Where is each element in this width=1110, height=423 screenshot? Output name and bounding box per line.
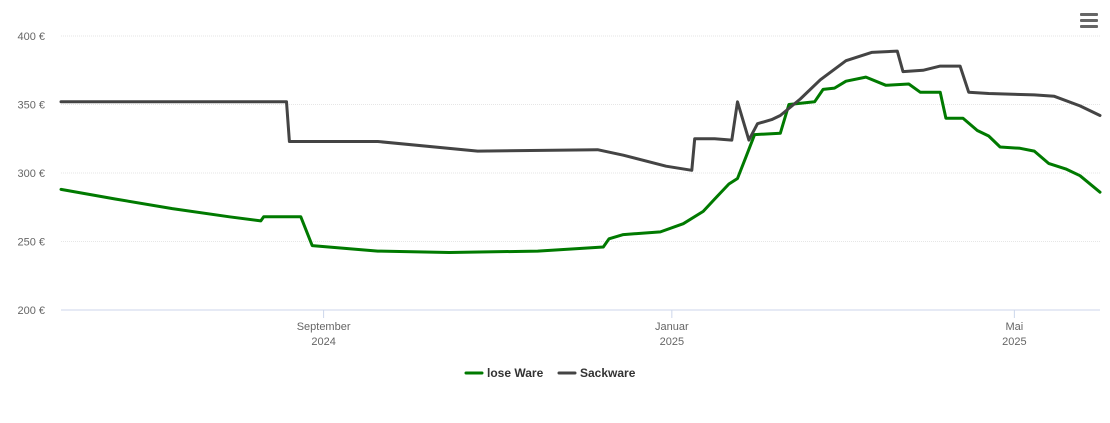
y-tick-label: 400 € bbox=[17, 31, 45, 43]
menu-bar bbox=[1080, 19, 1098, 22]
hamburger-menu-icon[interactable] bbox=[1078, 10, 1100, 32]
x-axis-tick-labels: September 2024 Januar 2025 Mai 2025 bbox=[297, 321, 1027, 348]
x-tick-month-label: Mai bbox=[1006, 321, 1024, 333]
legend-label: lose Ware bbox=[487, 366, 544, 380]
legend-item-lose-ware[interactable]: lose Ware bbox=[464, 366, 544, 380]
series-lines bbox=[59, 49, 1102, 254]
x-axis bbox=[61, 309, 1100, 318]
y-axis-tick-labels: 200 € 250 € 300 € 350 € 400 € bbox=[17, 31, 45, 317]
menu-bar bbox=[1080, 25, 1098, 28]
x-tick-year-label: 2025 bbox=[660, 336, 684, 348]
series-line-sackware[interactable] bbox=[59, 49, 1102, 172]
x-tick-year-label: 2024 bbox=[311, 336, 335, 348]
y-tick-label: 300 € bbox=[17, 168, 45, 180]
legend-label: Sackware bbox=[580, 366, 636, 380]
y-tick-label: 250 € bbox=[17, 237, 45, 249]
x-tick-month-label: September bbox=[297, 321, 351, 333]
x-tick-month-label: Januar bbox=[655, 321, 689, 333]
x-tick-year-label: 2025 bbox=[1002, 336, 1026, 348]
y-tick-label: 350 € bbox=[17, 100, 45, 112]
series-line-lose-ware[interactable] bbox=[59, 75, 1102, 254]
menu-bar bbox=[1080, 13, 1098, 16]
legend[interactable]: lose Ware Sackware bbox=[464, 366, 636, 380]
y-tick-label: 200 € bbox=[17, 305, 45, 317]
legend-item-sackware[interactable]: Sackware bbox=[557, 366, 636, 380]
